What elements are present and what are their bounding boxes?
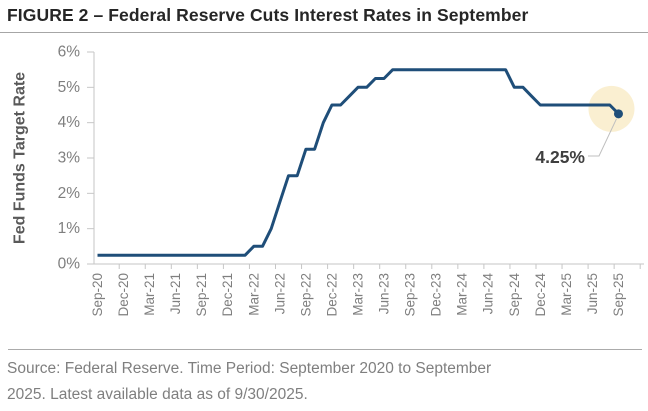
y-tick-label: 3% xyxy=(58,150,81,167)
x-tick-label: Dec-24 xyxy=(533,273,548,317)
x-tick-label: Dec-21 xyxy=(220,273,235,317)
y-tick-label: 1% xyxy=(58,220,81,237)
x-tick-label: Sep-25 xyxy=(611,273,626,317)
y-axis-title: Fed Funds Target Rate xyxy=(12,72,29,244)
source-note: Source: Federal Reserve. Time Period: Se… xyxy=(7,360,492,403)
x-tick-label: Dec-22 xyxy=(324,273,339,317)
x-tick-label: Mar-21 xyxy=(142,273,157,316)
x-tick-label: Sep-24 xyxy=(507,273,522,317)
x-tick-label: Sep-23 xyxy=(403,273,418,317)
x-tick-label: Sep-22 xyxy=(298,273,313,317)
x-tick-label: Jun-25 xyxy=(585,273,600,314)
rate-line xyxy=(97,68,620,257)
footer-divider xyxy=(8,349,642,350)
x-tick-label: Mar-23 xyxy=(350,273,365,316)
endpoint-marker xyxy=(613,109,623,119)
x-tick-label: Jun-24 xyxy=(481,273,496,315)
x-tick-label: Jun-22 xyxy=(272,273,287,314)
y-tick-label: 5% xyxy=(58,79,81,96)
x-tick-label: Jun-21 xyxy=(168,273,183,314)
y-tick-label: 0% xyxy=(58,256,81,273)
fed-funds-rate-chart: 0% 1% 2% 3% 4% 5% 6% Sep-20 Dec-20 Mar-21 Jun-21 Se… xyxy=(12,44,644,317)
y-tick-label: 6% xyxy=(58,44,81,61)
x-tick-label: Sep-20 xyxy=(90,273,105,317)
annotation-leader-line xyxy=(588,118,617,157)
x-tick-label: Sep-21 xyxy=(194,273,209,317)
x-tick-label: Jun-23 xyxy=(377,273,392,314)
x-tick-label: Mar-25 xyxy=(559,273,574,316)
x-tick-label: Dec-23 xyxy=(429,273,444,317)
x-tick-label: Dec-20 xyxy=(116,273,131,317)
x-tick-label: Mar-24 xyxy=(455,273,470,316)
title-divider xyxy=(0,32,648,33)
chart-title: FIGURE 2 – Federal Reserve Cuts Interest… xyxy=(7,5,529,25)
x-tick-label: Mar-22 xyxy=(246,273,261,316)
y-tick-label: 4% xyxy=(58,114,81,131)
endpoint-value-label: 4.25% xyxy=(535,147,585,167)
endpoint-highlight xyxy=(588,85,635,132)
y-tick-label: 2% xyxy=(58,185,81,202)
